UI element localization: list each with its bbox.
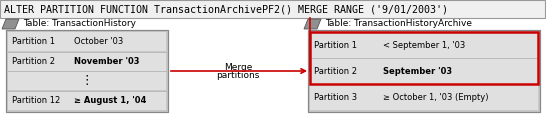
Text: September '03: September '03: [383, 67, 452, 75]
Bar: [310, 58, 538, 83]
Text: ≥ August 1, '04: ≥ August 1, '04: [74, 96, 146, 105]
Bar: [6, 30, 168, 112]
Text: ⋮: ⋮: [81, 74, 93, 87]
Bar: [8, 32, 166, 51]
Bar: [8, 71, 166, 90]
Bar: [8, 51, 166, 71]
Bar: [310, 84, 538, 110]
Text: October '03: October '03: [74, 37, 123, 46]
Text: Partition 3: Partition 3: [314, 92, 357, 102]
Text: < September 1, '03: < September 1, '03: [383, 41, 465, 50]
Text: Merge: Merge: [224, 62, 252, 71]
Bar: [308, 30, 540, 112]
Bar: [6, 30, 168, 112]
Text: Partition 1: Partition 1: [314, 41, 357, 50]
Text: ≥ October 1, '03 (Empty): ≥ October 1, '03 (Empty): [383, 92, 489, 102]
Polygon shape: [2, 19, 19, 29]
Text: Partition 2: Partition 2: [314, 67, 357, 75]
Text: Partition 2: Partition 2: [12, 57, 55, 66]
Text: Partition 12: Partition 12: [12, 96, 60, 105]
Text: Table: TransactionHistory: Table: TransactionHistory: [23, 19, 136, 28]
Text: Table: TransactionHistoryArchive: Table: TransactionHistoryArchive: [325, 19, 472, 28]
Bar: [308, 30, 540, 112]
Text: Partition 1: Partition 1: [12, 37, 55, 46]
Text: partitions: partitions: [216, 71, 260, 79]
Bar: [0, 0, 545, 18]
Bar: [8, 91, 166, 110]
Polygon shape: [304, 19, 321, 29]
Text: ALTER PARTITION FUNCTION TransactionArchivePF2() MERGE RANGE ('9/01/2003'): ALTER PARTITION FUNCTION TransactionArch…: [4, 4, 448, 14]
Bar: [310, 32, 538, 83]
Bar: [310, 32, 538, 58]
Text: November '03: November '03: [74, 57, 139, 66]
